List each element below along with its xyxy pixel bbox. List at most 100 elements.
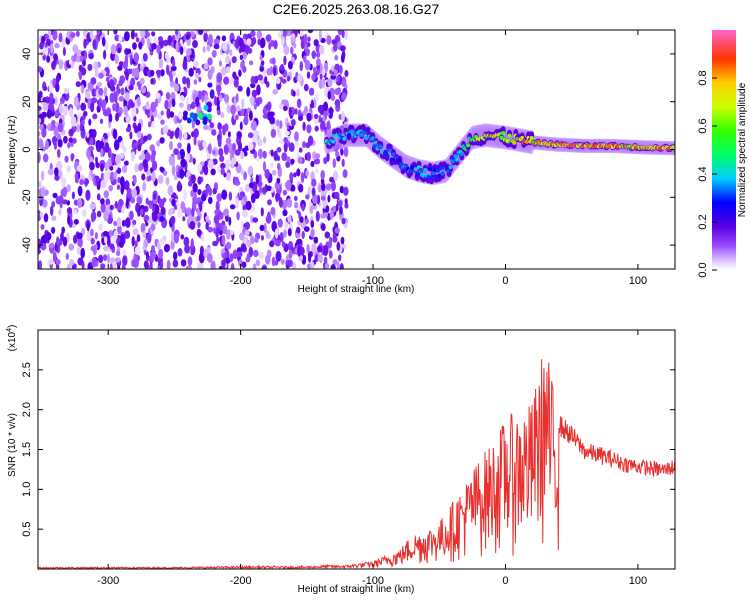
spectrogram-noise-blob xyxy=(96,30,101,36)
spectrogram-noise-blob xyxy=(138,41,143,50)
spectrogram-noise-blob xyxy=(244,229,250,237)
spectrogram-noise-blob xyxy=(94,232,98,240)
spectrogram-noise-blob xyxy=(195,96,200,107)
spectrogram-noise-blob xyxy=(185,265,192,269)
spectrogram-noise-blob xyxy=(87,63,93,71)
spectrogram-feature-blob xyxy=(182,114,188,121)
colorbar-ticks: 0.0 0.2 0.4 0.6 0.8 xyxy=(697,70,717,278)
spectrogram-noise-blob xyxy=(294,131,299,142)
spectrogram-noise-blob xyxy=(52,251,57,263)
spectrogram-ridge-core xyxy=(499,135,504,140)
spectrogram-noise-blob xyxy=(43,85,48,91)
spectrogram-noise-blob xyxy=(310,99,315,109)
spectrogram-noise-blob xyxy=(52,30,58,41)
spectrogram-noise-blob xyxy=(170,215,176,225)
spectrogram-noise-blob xyxy=(262,113,269,119)
spectrogram-noise-blob xyxy=(177,153,181,161)
spectrogram-noise-blob xyxy=(125,217,131,229)
spectrogram-noise-blob xyxy=(182,60,188,70)
spectrogram-noise-blob xyxy=(341,30,345,38)
spectrogram-noise-blob xyxy=(150,69,155,77)
spectrogram-noise-blob xyxy=(92,39,97,50)
spectrogram-noise-blob xyxy=(116,217,122,227)
spectrogram-noise-blob xyxy=(274,181,281,191)
spectrogram-noise-blob xyxy=(88,52,94,60)
spectrogram-noise-blob xyxy=(77,257,84,266)
spectrogram-noise-blob xyxy=(223,144,229,155)
spectrogram-noise-blob xyxy=(235,114,239,121)
spectrogram-noise-blob xyxy=(267,101,271,112)
spectrogram-noise-blob xyxy=(103,49,107,60)
spectrogram-noise-blob xyxy=(294,201,299,209)
spectrogram-noise-blob xyxy=(53,53,58,61)
spectrogram-noise-blob xyxy=(66,263,71,269)
spectrogram-noise-blob xyxy=(334,227,341,234)
spectrogram-noise-blob xyxy=(315,92,320,102)
spectrogram-noise-blob xyxy=(207,82,213,88)
spectrogram-noise-blob xyxy=(287,60,293,70)
spectrogram-noise-blob xyxy=(332,158,336,169)
spectrogram-noise-blob xyxy=(95,175,99,187)
spectrogram-ridge-core xyxy=(435,168,440,173)
spectrogram-noise-blob xyxy=(118,34,123,43)
spectrogram-noise-blob xyxy=(275,250,282,262)
spectrogram-noise-blob xyxy=(288,106,292,118)
spectrogram-noise-blob xyxy=(221,234,226,246)
spectrogram-noise-blob xyxy=(273,40,278,50)
spectrogram-y-tick-label: -40 xyxy=(21,237,33,253)
spectrogram-noise-blob xyxy=(227,131,231,138)
spectrogram-noise-blob xyxy=(198,142,203,151)
spectrogram-noise-blob xyxy=(259,224,265,232)
spectrogram-noise-blob xyxy=(343,30,348,40)
spectrogram-noise-blob xyxy=(217,165,222,174)
spectrogram-noise-blob xyxy=(72,209,78,215)
spectrogram-noise-blob xyxy=(210,260,216,269)
spectrogram-noise-blob xyxy=(68,137,74,143)
spectrogram-noise-blob xyxy=(294,108,298,115)
spectrogram-noise-blob xyxy=(157,113,163,120)
spectrogram-noise-blob xyxy=(151,245,155,252)
spectrogram-ridge-core xyxy=(397,158,402,163)
spectrogram-noise-blob xyxy=(160,119,165,125)
spectrogram-noise-blob xyxy=(102,109,109,117)
spectrogram-noise-blob xyxy=(282,209,288,217)
spectrogram-noise-blob xyxy=(279,30,283,37)
spectrogram-noise-blob xyxy=(291,119,296,127)
spectrogram-noise-blob xyxy=(154,204,160,215)
spectrogram-ridge-core xyxy=(331,139,336,144)
spectrogram-noise-blob xyxy=(316,194,321,205)
spectrogram-noise-blob xyxy=(208,196,213,205)
spectrogram-noise-blob xyxy=(86,132,90,139)
spectrogram-noise-blob xyxy=(41,128,47,138)
spectrogram-feature-blob xyxy=(202,116,208,123)
snr-panel: -300 -200 -100 0 100 0.5 1.0 1.5 2.0 2.5 Height … xyxy=(6,325,676,595)
spectrogram-noise-blob xyxy=(187,180,193,187)
spectrogram-noise-blob xyxy=(129,210,134,221)
spectrogram-noise-blob xyxy=(113,171,118,180)
spectrogram-noise-blob xyxy=(77,237,83,248)
snr-y-label: SNR (10 * v/v) xyxy=(7,413,18,477)
spectrogram-noise-blob xyxy=(146,200,153,206)
spectrogram-noise-blob xyxy=(130,30,135,40)
spectrogram-noise-blob xyxy=(62,186,68,197)
spectrogram-noise-blob xyxy=(256,30,262,39)
spectrogram-noise-blob xyxy=(38,248,41,255)
spectrogram-noise-blob xyxy=(40,187,46,198)
spectrogram-noise-blob xyxy=(340,236,345,245)
spectrogram-noise-blob xyxy=(328,238,333,249)
spectrogram-noise-blob xyxy=(151,120,155,129)
spectrogram-noise-blob xyxy=(140,57,144,67)
spectrogram-noise-blob xyxy=(151,149,157,157)
spectrogram-noise-blob xyxy=(218,265,223,269)
spectrogram-noise-blob xyxy=(228,216,232,226)
spectrogram-noise-blob xyxy=(267,199,272,206)
spectrogram-noise-blob xyxy=(163,244,170,253)
spectrogram-noise-blob xyxy=(43,213,49,223)
spectrogram-noise-blob xyxy=(118,61,124,67)
spectrogram-noise-blob xyxy=(170,65,177,71)
spectrogram-noise-blob xyxy=(152,160,158,171)
spectrogram-noise-blob xyxy=(197,189,202,195)
spectrogram-noise-blob xyxy=(134,32,138,38)
spectrogram-noise-blob xyxy=(221,35,227,42)
spectrogram-noise-blob xyxy=(245,256,251,263)
